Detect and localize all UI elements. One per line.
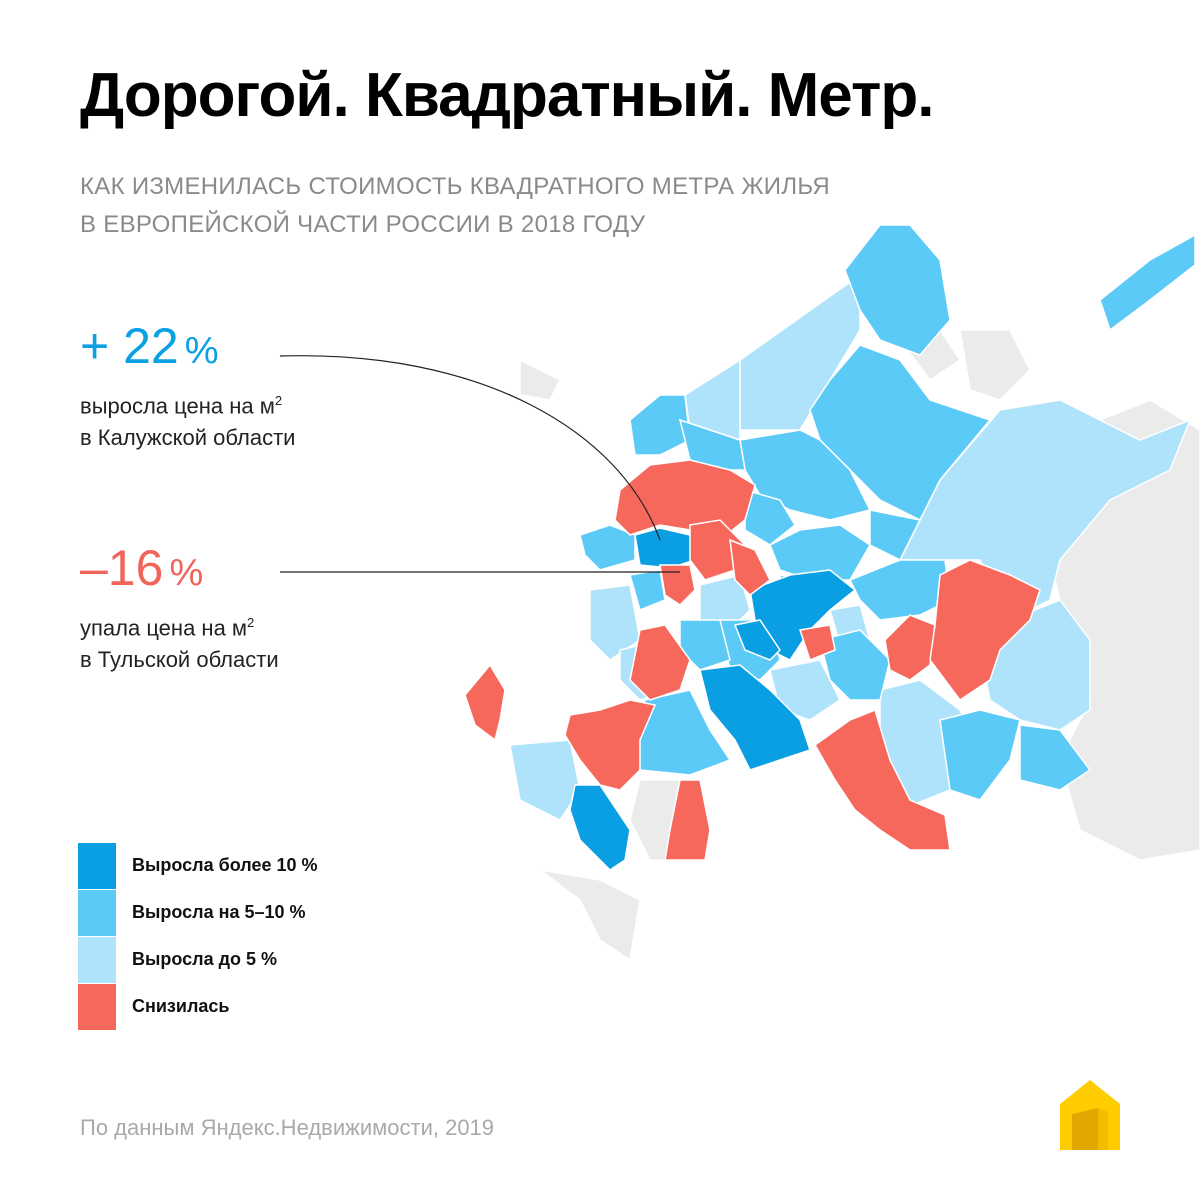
- callout-line-kaluga: [279, 355, 661, 541]
- stat-tula-description: упала цена на м2 в Тульской области: [80, 607, 279, 676]
- stat-tula: –16% упала цена на м2 в Тульской области: [80, 540, 279, 676]
- stat-kaluga-value: + 22%: [80, 318, 295, 379]
- legend-label: Снизилась: [132, 996, 230, 1016]
- legend-swatch: [78, 937, 116, 983]
- stat-tula-line-1-text: упала цена на м: [80, 615, 248, 641]
- stat-kaluga-line-2: в Калужской области: [80, 425, 296, 451]
- map-regions-strong-up: [569, 527, 857, 871]
- stat-tula-number: –16: [80, 540, 164, 596]
- legend-swatch: [78, 843, 116, 889]
- stat-kaluga-description: выросла цена на м2 в Калужской области: [80, 385, 295, 454]
- map-regions-up: [579, 224, 1196, 801]
- legend-label: Выросла до 5 %: [132, 949, 278, 969]
- stat-kaluga-line-1-text: выросла цена на м: [80, 393, 275, 419]
- legend-swatch: [78, 890, 116, 936]
- legend-label: Выросла более 10 %: [132, 855, 318, 875]
- page-subtitle: КАК ИЗМЕНИЛАСЬ СТОИМОСТЬ КВАДРАТНОГО МЕТ…: [80, 168, 830, 244]
- stat-kaluga: + 22% выросла цена на м2 в Калужской обл…: [80, 318, 295, 454]
- stat-tula-line-1: упала цена на м2: [80, 607, 279, 644]
- subtitle-line-2: В ЕВРОПЕЙСКОЙ ЧАСТИ РОССИИ В 2018 ГОДУ: [80, 211, 646, 238]
- yandex-realty-house-icon: [1060, 1080, 1120, 1150]
- source-note: По данным Яндекс.Недвижимости, 2019: [80, 1115, 495, 1140]
- stat-kaluga-line-1: выросла цена на м2: [80, 385, 295, 422]
- subtitle-line-1: КАК ИЗМЕНИЛАСЬ СТОИМОСТЬ КВАДРАТНОГО МЕТ…: [80, 173, 830, 200]
- stat-kaluga-number: + 22: [80, 318, 179, 374]
- page-title: Дорогой. Квадратный. Метр.: [80, 61, 934, 130]
- stat-tula-sup: 2: [247, 615, 255, 630]
- map-regions-down: [464, 459, 1041, 861]
- stat-kaluga-sup: 2: [274, 393, 283, 408]
- stat-tula-unit: %: [169, 552, 204, 594]
- stat-kaluga-unit: %: [184, 330, 219, 372]
- stat-tula-line-2: в Тульской области: [80, 647, 279, 673]
- stat-tula-value: –16%: [80, 540, 279, 601]
- legend-label: Выросла на 5–10 %: [132, 902, 306, 922]
- legend-swatch: [78, 984, 116, 1030]
